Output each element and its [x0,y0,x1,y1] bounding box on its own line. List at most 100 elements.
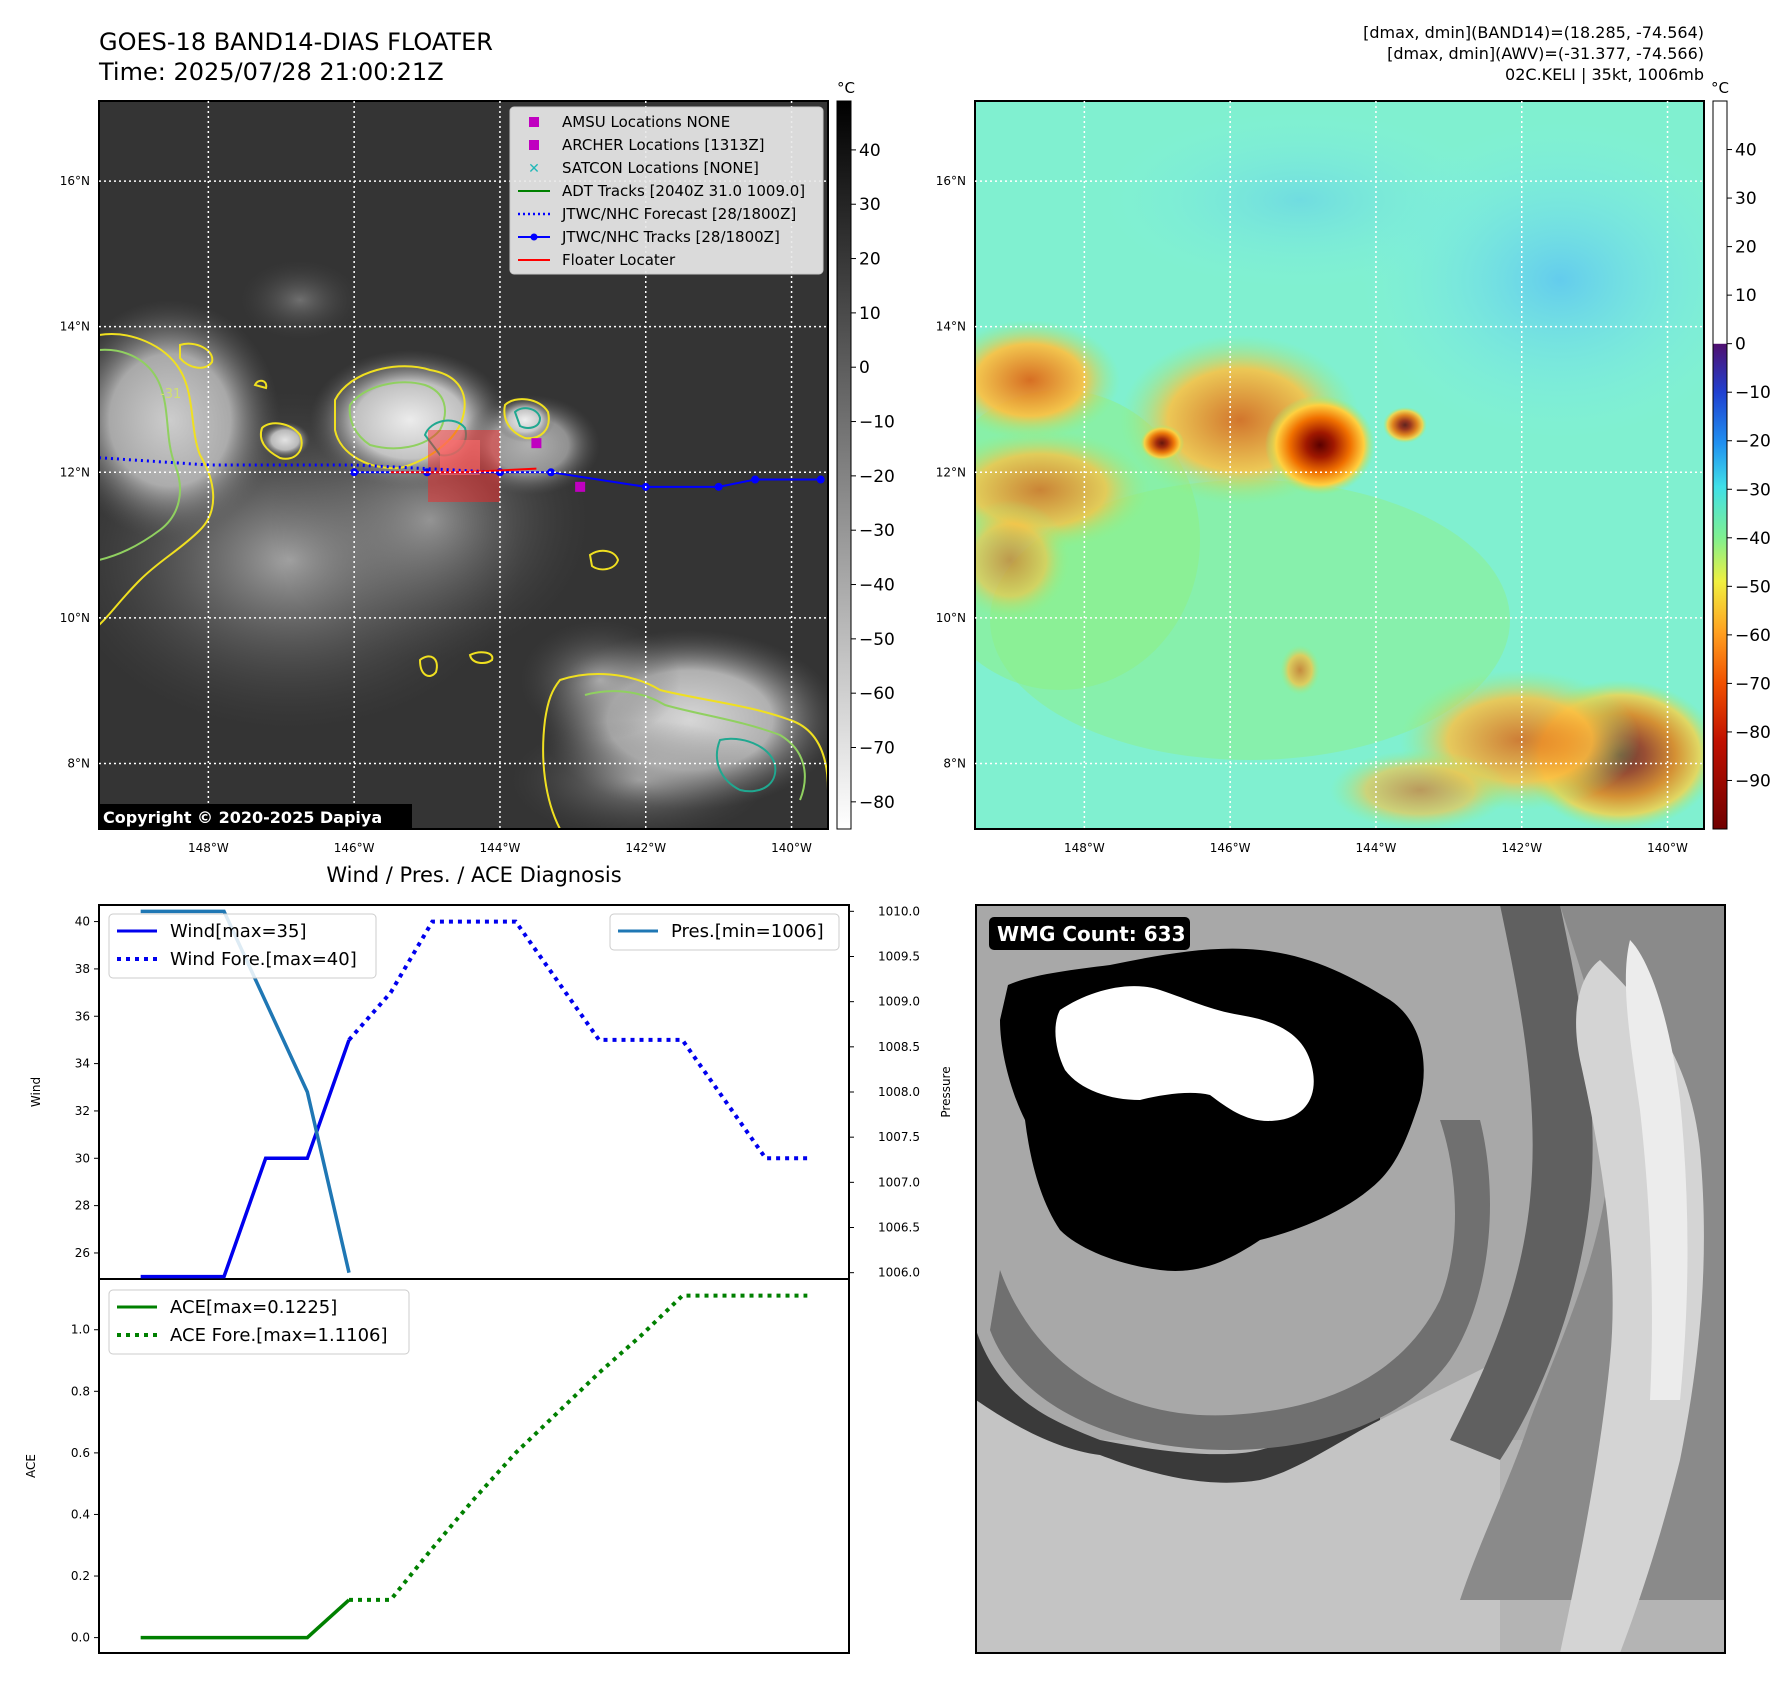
wmg-panel: WMG Count: 633 [975,904,1726,1654]
ir-lon-tick-labels: 148°W 146°W 144°W 142°W 140°W [188,841,812,855]
wmg-count-label: WMG Count: 633 [997,922,1186,946]
awv-colorbar [1712,100,1728,830]
legend-wind: Wind[max=35] [170,921,307,942]
ir-map-panel: 148°W 146°W 144°W 142°W 140°W 16°N 14°N 12°N 10… [60,79,895,855]
wind-axis-label: Wind [29,1077,43,1107]
legend-ace: ACE[max=0.1225] [170,1297,337,1318]
colorbar-tick-label: −50 [1735,577,1771,597]
lon-tick-label: 144°W [1356,841,1397,855]
lat-tick-label: 16°N [60,174,90,188]
colorbar-tick-label: 0 [859,358,870,378]
pressure-axis-label: Pressure [939,1066,953,1117]
colorbar-tick-label: 30 [1735,189,1757,209]
jtwc-track-point [714,482,723,491]
wind-legend: Wind[max=35] Wind Fore.[max=40] [108,913,377,979]
legend-entry-label: Floater Locater [562,251,676,269]
lon-tick-label: 146°W [334,841,375,855]
y2-tick-label: 1009.0 [878,995,920,1009]
y2-tick-label: 1007.5 [878,1130,920,1144]
colorbar-tick-label: −30 [1735,480,1771,500]
y2-tick-label: 1006.5 [878,1221,920,1235]
colorbar-tick-label: −10 [859,413,895,433]
legend-entry-label: JTWC/NHC Tracks [28/1800Z] [561,228,780,246]
info-line-awv: [dmax, dmin](AWV)=(-31.377, -74.566) [1387,44,1704,63]
ace-legend: ACE[max=0.1225] ACE Fore.[max=1.1106] [108,1289,410,1355]
colorbar-tick-label: 10 [1735,286,1757,306]
legend-wind-forecast: Wind Fore.[max=40] [170,949,357,970]
diagnosis-panel: Wind / Pres. / ACE Diagnosis Wind Pressu… [24,863,953,1654]
colorbar-tick-label: −80 [859,793,895,813]
awv-gridlines [975,101,1704,829]
ir-colorbar-unit: °C [837,79,855,97]
lon-tick-label: 140°W [1647,841,1688,855]
jtwc-track-point [816,475,825,484]
lat-tick-label: 10°N [936,611,966,625]
awv-map-frame [974,100,1705,830]
info-line-storm: 02C.KELI | 35kt, 1006mb [1505,65,1704,84]
colorbar-tick-label: −20 [859,467,895,487]
legend-pressure: Pres.[min=1006] [671,921,824,942]
ir-lat-tick-labels: 16°N 14°N 12°N 10°N 8°N [60,174,90,770]
series-line [140,1039,351,1279]
y-tick-label: 0.0 [71,1631,90,1645]
wmg-count-box [989,917,1190,950]
colorbar-tick-label: 10 [859,304,881,324]
colorbar-tick-label: 0 [1735,335,1746,355]
lat-tick-label: 8°N [67,756,90,770]
wmg-frame [975,904,1726,1654]
awv-colorbar-unit: °C [1711,79,1729,97]
lat-tick-label: 12°N [936,465,966,479]
y-tick-label: 32 [75,1104,90,1118]
colorbar-tick-label: 30 [859,195,881,215]
colorbar-tick-label: −40 [1735,529,1771,549]
ir-legend: AMSU Locations NONE ARCHER Locations [131… [509,106,824,275]
info-line-band14: [dmax, dmin](BAND14)=(18.285, -74.564) [1363,23,1704,42]
lon-tick-label: 146°W [1210,841,1251,855]
lon-tick-label: 142°W [1501,841,1542,855]
series-line [347,919,808,1161]
y2-tick-label: 1010.0 [878,904,920,918]
lon-tick-label: 142°W [625,841,666,855]
y-tick-label: 0.6 [71,1446,90,1460]
ace-axis-label: ACE [24,1454,38,1478]
colorbar-tick-label: −90 [1735,771,1771,791]
y-tick-label: 26 [75,1246,90,1260]
awv-lon-tick-labels: 148°W 146°W 144°W 142°W 140°W [1064,841,1688,855]
lat-tick-label: 14°N [936,320,966,334]
legend-marker-dot [530,233,538,241]
lat-tick-label: 16°N [936,174,966,188]
y-tick-label: 0.2 [71,1569,90,1583]
awv-map-panel: 148°W 146°W 144°W 142°W 140°W 16°N 14°N 12°N 10… [936,79,1771,855]
legend-entry-label: ADT Tracks [2040Z 31.0 1009.0] [562,182,805,200]
series-line [140,1598,351,1640]
colorbar-tick-label: −80 [1735,723,1771,743]
lon-tick-label: 148°W [188,841,229,855]
colorbar-tick-label: −10 [1735,383,1771,403]
awv-lat-tick-labels: 16°N 14°N 12°N 10°N 8°N [936,174,966,770]
wmg-imagery [976,905,1725,1653]
ir-colorbar-ticks: 40 30 20 10 0 −10 −20 −30 −40 −50 −60 −70 −80 [851,141,895,813]
archer-location-marker [531,438,542,449]
y2-tick-label: 1006.0 [878,1266,920,1280]
lat-tick-label: 8°N [943,756,966,770]
y-tick-label: 28 [75,1199,90,1213]
ir-contours [99,333,828,829]
y-tick-label: 1.0 [71,1323,90,1337]
colorbar-tick-label: −20 [1735,432,1771,452]
lon-tick-label: 148°W [1064,841,1105,855]
colorbar-tick-label: 40 [859,141,881,161]
colorbar-tick-label: 40 [1735,141,1757,161]
y-tick-label: 30 [75,1151,90,1165]
colorbar-tick-label: −60 [1735,626,1771,646]
diagnosis-title: Wind / Pres. / ACE Diagnosis [326,863,621,887]
lat-tick-label: 14°N [60,320,90,334]
jtwc-track-point [751,475,760,484]
legend-ace-forecast: ACE Fore.[max=1.1106] [170,1325,388,1346]
colorbar-tick-label: 20 [859,250,881,270]
y-tick-label: 0.8 [71,1384,90,1398]
ir-contour-label: -31 [160,387,181,402]
figure-title: GOES-18 BAND14-DIAS FLOATER [99,28,493,56]
series-line [140,909,351,1274]
awv-imagery [975,101,1704,829]
